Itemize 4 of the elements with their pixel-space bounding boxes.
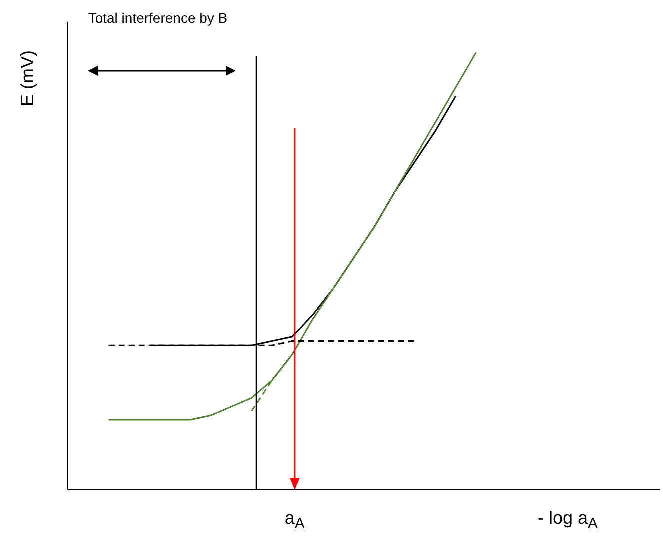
text: Total interference by B	[88, 10, 228, 26]
y-axis-title: E (mV)	[18, 50, 38, 106]
x-axis-title: - log a$_{A}$	[538, 508, 598, 533]
text: a$_{A}$	[284, 508, 305, 533]
